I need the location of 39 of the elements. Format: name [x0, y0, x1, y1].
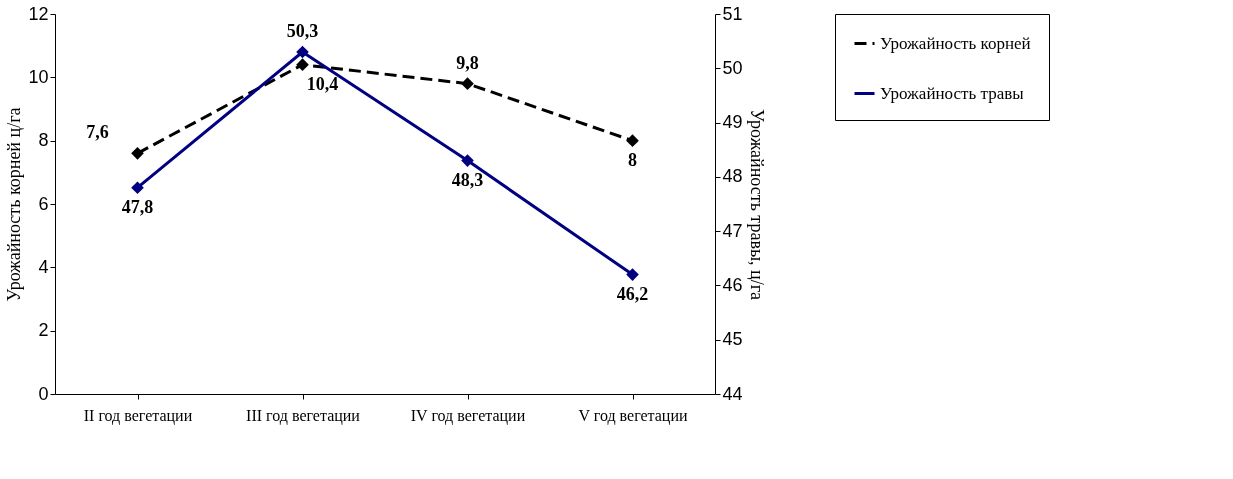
y2-tick-label: 45 — [722, 329, 743, 350]
y-tick-label: 6 — [38, 193, 49, 214]
x-tick-label: IV год вегетации — [410, 406, 526, 425]
y-tick-label: 0 — [38, 383, 49, 404]
y2-tick-label: 46 — [722, 274, 743, 295]
point — [131, 181, 144, 195]
data-label: 46,2 — [616, 283, 649, 304]
point — [461, 154, 474, 167]
point — [296, 45, 309, 59]
y2-tick-label: 44 — [722, 383, 743, 404]
data-label: 9,8 — [456, 52, 479, 73]
y2-tick-label: 50 — [722, 57, 743, 78]
y-tick-label: 12 — [28, 3, 49, 24]
data-label: 50,3 — [286, 21, 319, 41]
y2-tick-label: 47 — [722, 220, 743, 241]
legend-label: Урожайность корней — [880, 33, 1031, 53]
y-axis-title: Урожайность корней ц/га — [4, 107, 25, 302]
point — [461, 77, 474, 90]
point — [626, 268, 639, 281]
x-tick-label: V год вегетации — [578, 406, 688, 425]
point — [131, 147, 144, 160]
data-label: 7,6 — [86, 122, 109, 143]
point — [626, 134, 639, 147]
data-label: 48,3 — [451, 169, 484, 190]
y2-tick-label: 51 — [722, 3, 743, 24]
point — [296, 58, 309, 71]
y-tick-label: 10 — [28, 66, 49, 87]
y-tick-label: 2 — [38, 320, 49, 341]
y-tick-label: 8 — [38, 130, 49, 151]
y2-tick-label: 49 — [722, 112, 743, 133]
y2-axis-title: Урожайность травы, ц/га — [746, 108, 767, 301]
x-tick-label: II год вегетации — [83, 406, 193, 425]
y2-tick-label: 48 — [722, 166, 743, 187]
data-label: 10,4 — [306, 73, 339, 94]
legend-label: Урожайность травы — [880, 83, 1025, 103]
data-label: 47,8 — [121, 196, 154, 217]
y-tick-label: 4 — [38, 256, 49, 277]
x-tick-label: III год вегетации — [246, 406, 361, 425]
data-label: 8 — [628, 149, 637, 170]
